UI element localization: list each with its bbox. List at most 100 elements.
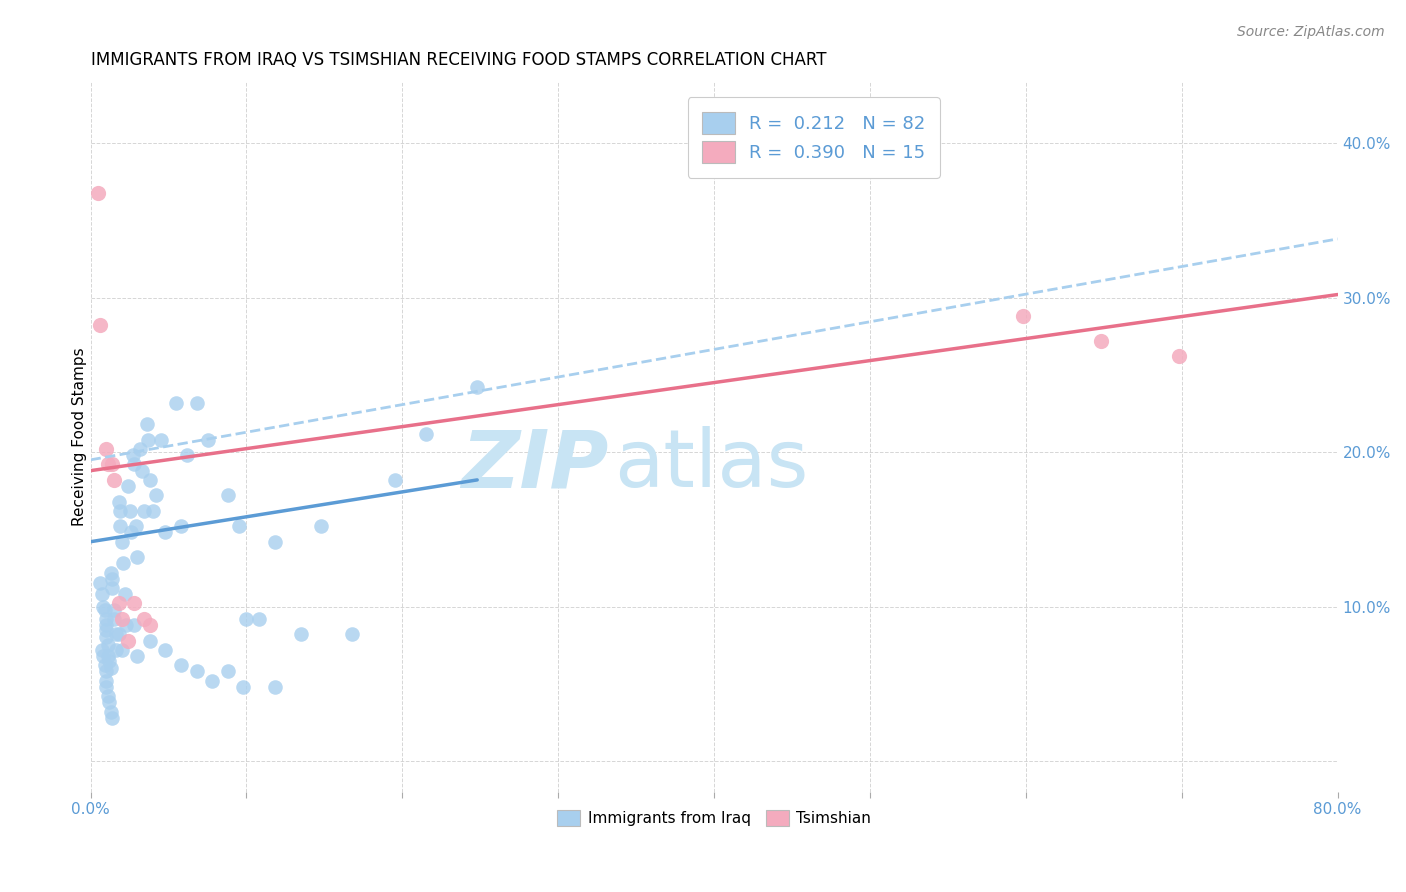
Point (342, 627, 364, 641)
Point (114, 587, 136, 601)
Point (142, 504, 165, 518)
Point (97, 638, 120, 652)
Point (132, 504, 155, 518)
Point (101, 572, 124, 586)
Point (111, 612, 134, 626)
Text: ZIP: ZIP (461, 426, 609, 504)
Point (93, 658, 115, 673)
Point (111, 534, 134, 549)
Point (170, 519, 193, 533)
Point (217, 488, 239, 502)
Point (98, 654, 121, 668)
Point (103, 473, 125, 487)
Point (290, 627, 312, 641)
Point (90, 587, 112, 601)
Point (89, 576, 111, 591)
Point (263, 534, 285, 549)
Point (1011, 309, 1033, 323)
Point (145, 488, 167, 502)
Point (217, 665, 239, 679)
Point (155, 525, 177, 540)
Point (98, 695, 121, 709)
Point (228, 519, 250, 533)
Point (101, 581, 124, 595)
Text: atlas: atlas (614, 426, 808, 504)
Point (131, 464, 153, 478)
Point (132, 612, 155, 626)
Point (110, 519, 132, 533)
Point (100, 705, 122, 719)
Point (197, 433, 219, 447)
Point (122, 458, 145, 472)
Point (91, 599, 114, 614)
Point (415, 426, 437, 441)
Point (96, 612, 118, 626)
Point (107, 627, 129, 641)
Point (139, 473, 162, 487)
Point (112, 557, 135, 571)
Point (96, 618, 118, 632)
Point (125, 519, 148, 533)
Point (89, 318, 111, 333)
Point (311, 519, 333, 533)
Point (93, 602, 115, 616)
Point (90, 643, 112, 657)
Point (103, 612, 125, 626)
Point (120, 525, 142, 540)
Point (122, 618, 145, 632)
Point (96, 673, 118, 688)
Legend: Immigrants from Iraq, Tsimshian: Immigrants from Iraq, Tsimshian (550, 803, 879, 834)
Point (104, 627, 127, 641)
Point (96, 442, 118, 456)
Point (103, 602, 125, 616)
Point (96, 680, 118, 694)
Point (201, 673, 224, 688)
Point (1090, 334, 1112, 348)
Point (96, 631, 118, 645)
Point (139, 633, 162, 648)
Point (232, 680, 254, 694)
Text: Source: ZipAtlas.com: Source: ZipAtlas.com (1237, 25, 1385, 39)
Point (176, 448, 198, 462)
Point (110, 504, 132, 518)
Point (135, 417, 157, 432)
Point (111, 643, 134, 657)
Point (117, 479, 139, 493)
Point (121, 448, 143, 462)
Point (97, 689, 120, 703)
Point (101, 711, 124, 725)
Point (115, 618, 138, 632)
Point (263, 680, 285, 694)
Point (149, 433, 172, 447)
Point (96, 665, 118, 679)
Point (186, 395, 208, 409)
Point (170, 658, 193, 673)
Point (118, 504, 141, 518)
Point (101, 458, 124, 472)
Point (97, 648, 120, 663)
Point (186, 665, 208, 679)
Point (465, 380, 488, 394)
Point (384, 473, 406, 487)
Point (96, 623, 118, 637)
Point (139, 618, 162, 632)
Point (129, 442, 152, 456)
Point (91, 648, 114, 663)
Point (127, 648, 149, 663)
Point (136, 433, 159, 447)
Point (100, 661, 122, 675)
Point (107, 597, 129, 611)
Point (247, 612, 270, 626)
Point (122, 597, 145, 611)
Point (155, 643, 177, 657)
Point (117, 633, 139, 648)
Point (235, 612, 257, 626)
Point (100, 566, 122, 580)
Point (107, 494, 129, 508)
Point (87, 186, 110, 200)
Text: IMMIGRANTS FROM IRAQ VS TSIMSHIAN RECEIVING FOOD STAMPS CORRELATION CHART: IMMIGRANTS FROM IRAQ VS TSIMSHIAN RECEIV… (90, 51, 827, 69)
Point (165, 395, 187, 409)
Point (97, 458, 120, 472)
Point (127, 550, 149, 565)
Point (1167, 349, 1189, 363)
